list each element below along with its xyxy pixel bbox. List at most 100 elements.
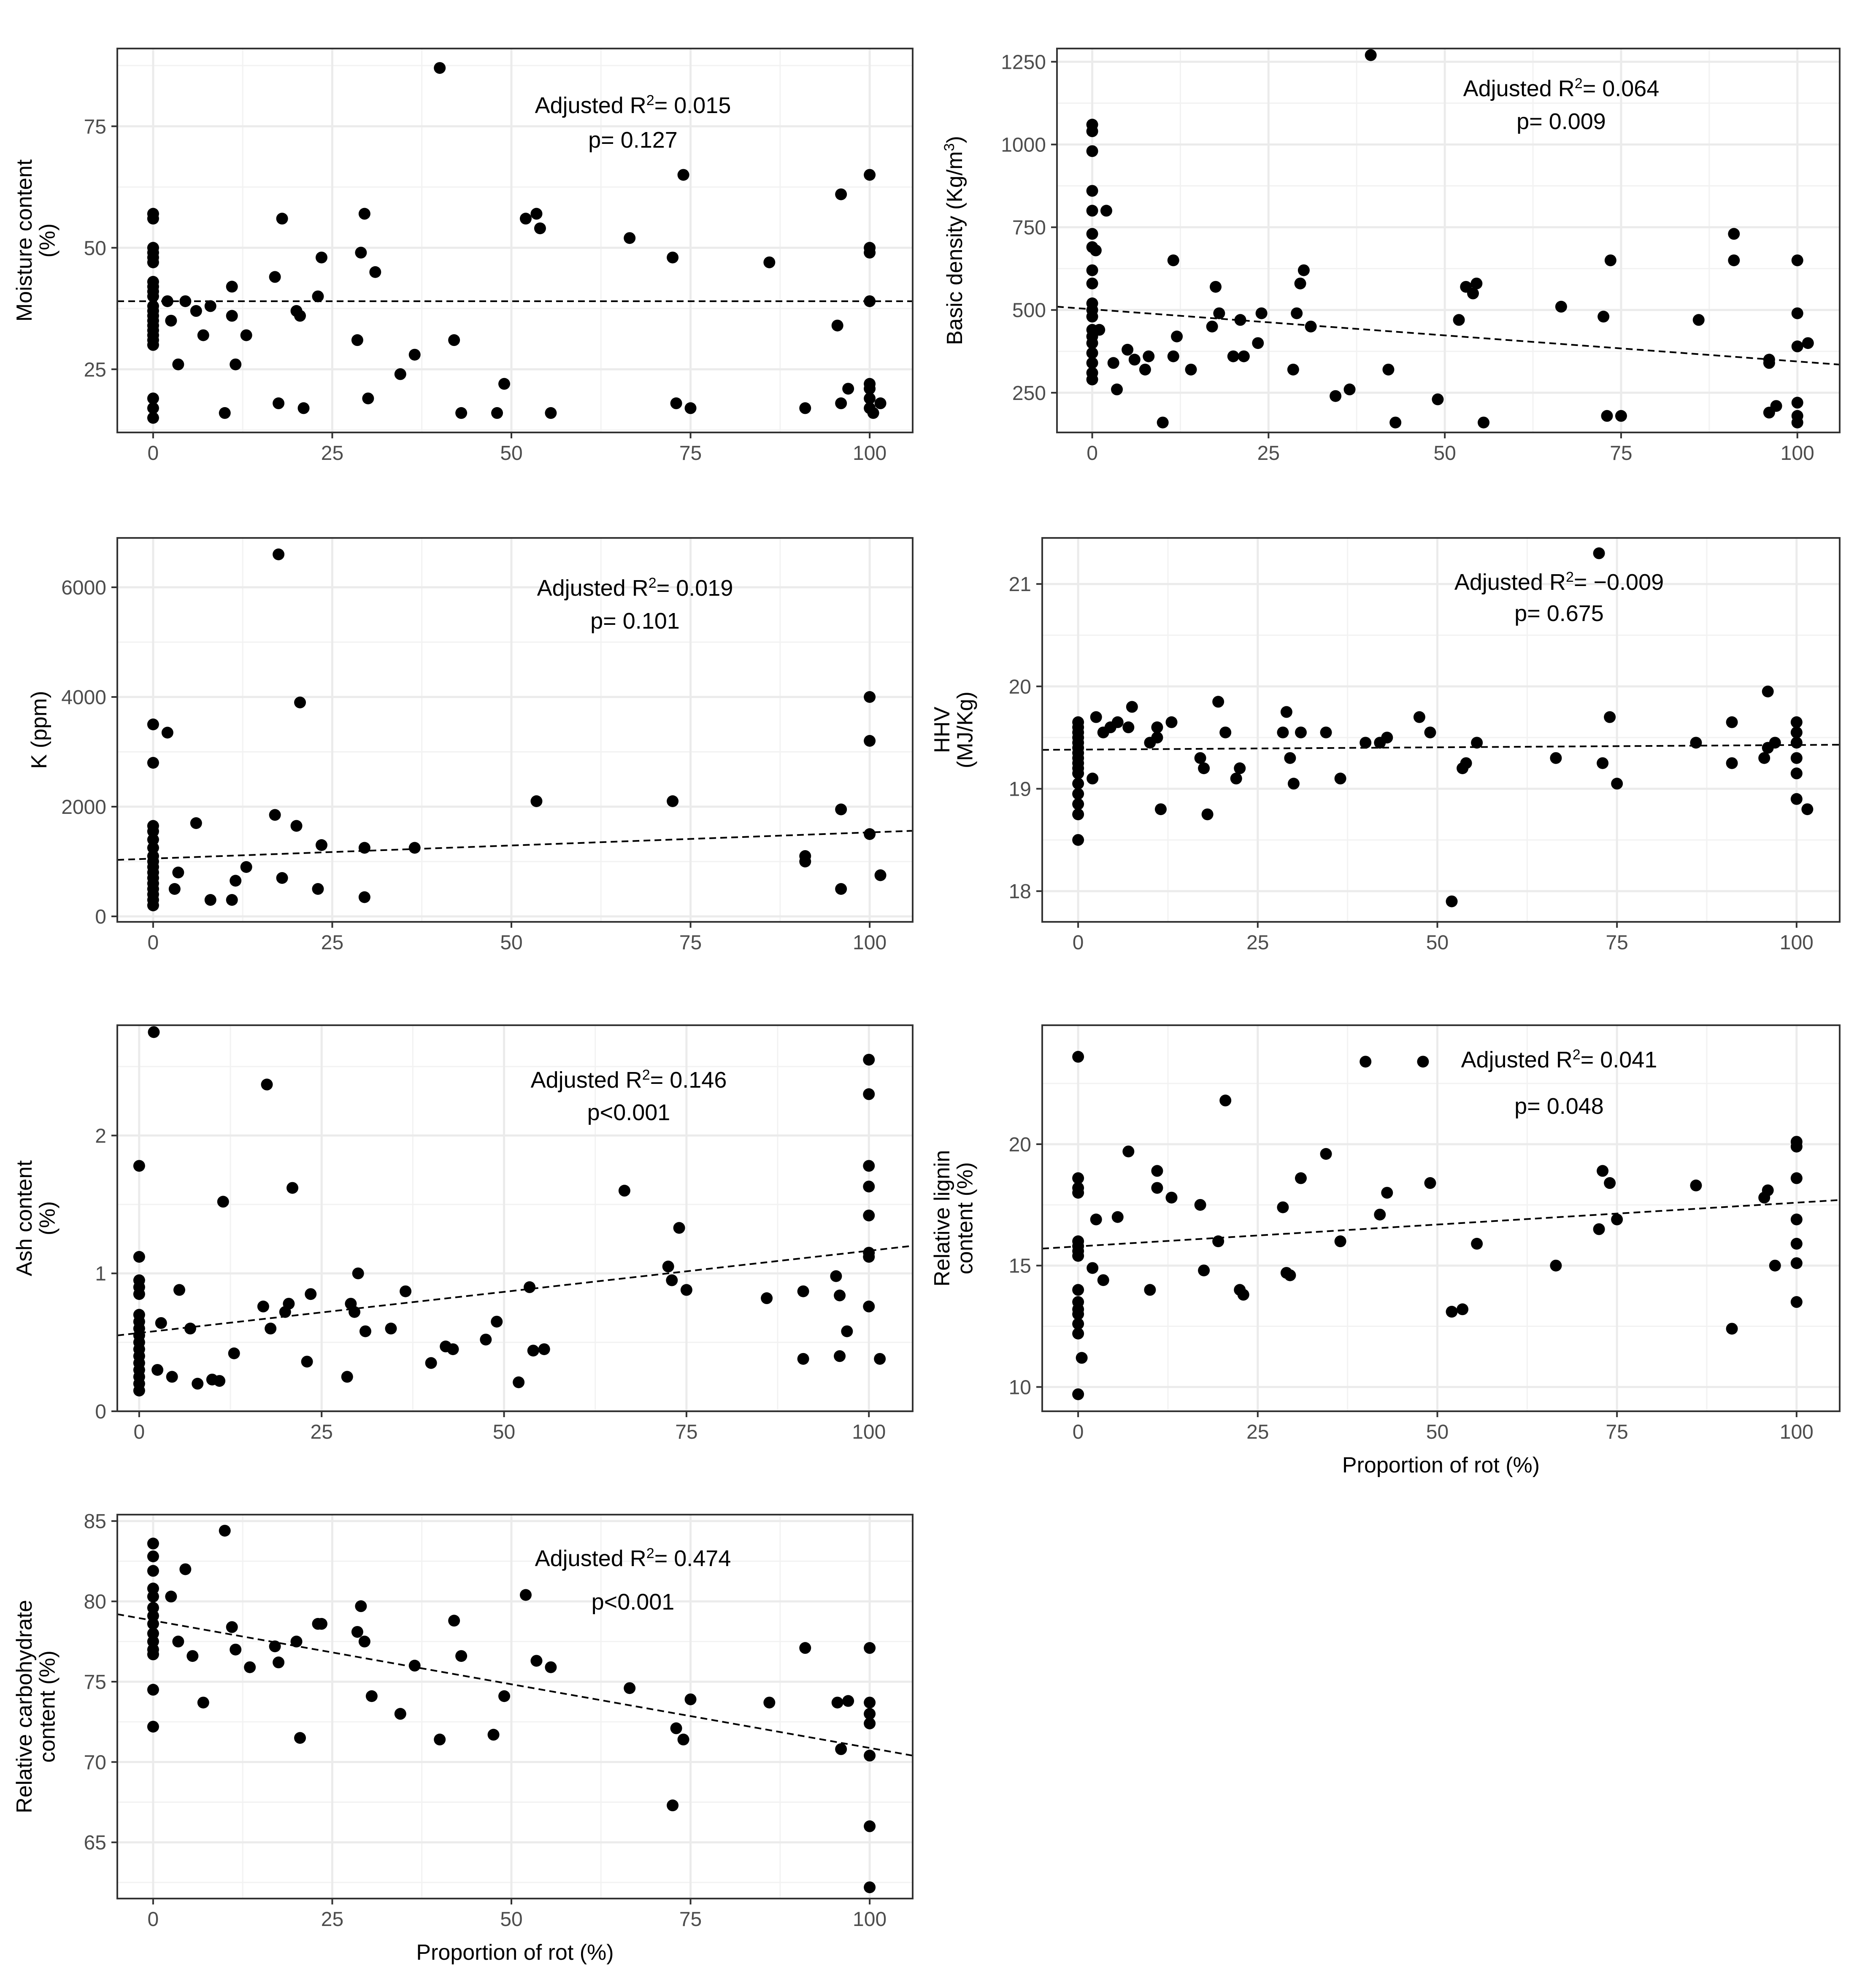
data-point xyxy=(1086,347,1098,359)
data-point xyxy=(155,1317,167,1329)
data-point xyxy=(863,1251,875,1263)
data-point xyxy=(297,402,310,414)
data-point xyxy=(1413,711,1425,723)
data-point xyxy=(763,256,776,268)
data-point xyxy=(842,383,854,395)
data-point xyxy=(147,339,159,351)
data-point xyxy=(341,1371,353,1383)
data-point xyxy=(186,1650,199,1662)
data-point xyxy=(1111,716,1124,728)
y-tick-label: 4000 xyxy=(61,686,106,709)
panel-hhv: 0 25 50 75 100 18 19 20 21 HHV(MJ/Kg) Adjusted R2=… xyxy=(930,537,1841,954)
data-point xyxy=(1762,1184,1774,1197)
data-point xyxy=(864,735,876,747)
data-point xyxy=(1389,416,1402,429)
data-point xyxy=(1194,752,1206,764)
data-point xyxy=(763,1696,776,1709)
x-tick-label: 50 xyxy=(500,1908,522,1931)
data-point xyxy=(1593,1223,1605,1235)
data-point xyxy=(1424,1177,1436,1189)
data-point xyxy=(530,795,543,807)
data-point xyxy=(1802,337,1814,349)
data-point xyxy=(147,757,159,769)
data-point xyxy=(1072,1172,1084,1184)
data-point xyxy=(1611,1213,1623,1226)
data-point xyxy=(147,1565,159,1577)
data-point xyxy=(1165,1191,1178,1204)
panel-border xyxy=(1056,48,1841,433)
data-point xyxy=(1086,337,1098,349)
data-point xyxy=(359,1325,371,1337)
panel-background xyxy=(1057,49,1840,432)
x-tick-label: 100 xyxy=(1781,442,1814,465)
data-point xyxy=(841,1325,853,1337)
data-point xyxy=(358,842,370,854)
p-value-label: p= 0.127 xyxy=(588,127,678,153)
data-point xyxy=(667,251,679,264)
data-point xyxy=(797,1353,809,1365)
data-point xyxy=(226,1621,238,1633)
data-point xyxy=(305,1288,317,1300)
data-point xyxy=(797,1285,809,1297)
data-point xyxy=(1100,205,1112,217)
data-point xyxy=(498,378,511,390)
data-point xyxy=(1086,145,1098,157)
data-point xyxy=(864,1642,876,1654)
data-point xyxy=(1478,416,1490,429)
data-point xyxy=(1212,1235,1224,1248)
data-point xyxy=(1090,711,1102,723)
panel-ash: 0 25 50 75 100 0 1 2 Ash content(%) Adjusted R2= … xyxy=(12,1024,914,1443)
data-point xyxy=(1593,547,1605,559)
data-point xyxy=(276,213,288,225)
data-point xyxy=(351,334,363,346)
data-point xyxy=(1072,1318,1084,1330)
panel-lignin: 0 25 50 75 100 10 15 20 Relative lignincontent (… xyxy=(930,1024,1841,1477)
data-point xyxy=(863,1209,875,1221)
data-point xyxy=(864,295,876,307)
x-tick-label: 100 xyxy=(1780,932,1814,954)
data-point xyxy=(1604,711,1616,723)
data-point xyxy=(352,1267,364,1280)
x-tick-label: 75 xyxy=(1606,932,1628,954)
data-point xyxy=(1210,281,1222,293)
data-point xyxy=(491,1315,503,1328)
data-point xyxy=(1381,732,1393,744)
data-point xyxy=(1238,350,1250,362)
y-tick-label: 2000 xyxy=(61,796,106,818)
data-point xyxy=(1151,732,1163,744)
data-point xyxy=(1151,1182,1163,1194)
data-point xyxy=(835,883,847,895)
adjusted-r2-label: Adjusted R2= 0.064 xyxy=(1463,76,1660,101)
data-point xyxy=(133,1384,145,1396)
data-point xyxy=(1550,1259,1562,1272)
x-tick-label: 25 xyxy=(311,1421,333,1443)
p-value-label: p= 0.101 xyxy=(590,608,680,634)
data-point xyxy=(226,894,238,906)
data-point xyxy=(534,222,546,235)
data-point xyxy=(1791,254,1803,267)
data-point xyxy=(1086,264,1098,276)
data-point xyxy=(1111,384,1123,396)
data-point xyxy=(1457,1303,1469,1315)
x-tick-label: 25 xyxy=(321,442,343,465)
data-point xyxy=(355,246,367,259)
data-point xyxy=(1555,300,1567,313)
data-point xyxy=(1460,757,1472,769)
panel-carbohydrate: 0 25 50 75 100 65 70 75 80 85 Relative carbohydrat… xyxy=(12,1510,914,1965)
y-tick-label: 75 xyxy=(84,1671,106,1694)
adjusted-r2-label: Adjusted R2= 0.041 xyxy=(1461,1047,1657,1072)
data-point xyxy=(1597,757,1609,769)
data-point xyxy=(864,1750,876,1762)
data-point xyxy=(1728,228,1740,240)
data-point xyxy=(1087,773,1099,785)
data-point xyxy=(1550,752,1562,764)
data-point xyxy=(219,407,231,419)
data-point xyxy=(1432,393,1444,405)
data-point xyxy=(666,1274,678,1286)
data-point xyxy=(147,402,159,414)
data-point xyxy=(312,883,324,895)
data-point xyxy=(491,407,503,419)
y-tick-label: 50 xyxy=(84,237,106,259)
x-tick-label: 0 xyxy=(1087,442,1098,465)
